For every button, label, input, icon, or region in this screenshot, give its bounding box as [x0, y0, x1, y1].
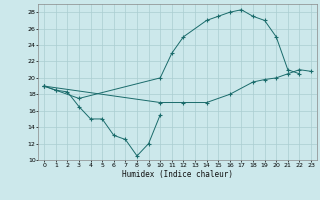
X-axis label: Humidex (Indice chaleur): Humidex (Indice chaleur)	[122, 170, 233, 179]
